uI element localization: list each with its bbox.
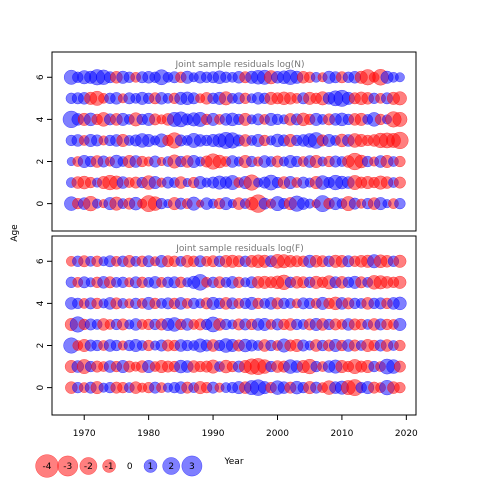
residual-bubble bbox=[393, 254, 407, 268]
legend-label: -4 bbox=[43, 462, 52, 472]
y-axis-logf: 0 2 4 6 bbox=[36, 258, 52, 390]
legend-label: -3 bbox=[63, 462, 72, 472]
legend-bubble bbox=[143, 459, 158, 473]
bubbles-logn bbox=[62, 69, 409, 213]
panel-frame-logf bbox=[51, 235, 417, 416]
legend-label: 1 bbox=[148, 462, 154, 472]
y-tick-label: 2 bbox=[36, 159, 46, 165]
residual-bubble bbox=[393, 360, 406, 373]
legend-bubble bbox=[181, 455, 203, 477]
legend-label: 2 bbox=[168, 462, 174, 472]
panel-title-logf: Joint sample residuals log(F) bbox=[175, 244, 303, 254]
residual-bubble bbox=[393, 275, 407, 289]
residual-bubble bbox=[394, 197, 406, 210]
y-tick-label: 0 bbox=[36, 384, 46, 390]
x-axis: 1970 1980 1990 2000 2010 2020 bbox=[73, 415, 418, 439]
residual-bubble bbox=[393, 176, 406, 189]
residual-bubble bbox=[394, 155, 406, 168]
residual-bubble bbox=[391, 131, 409, 150]
bubbles-logf bbox=[63, 254, 407, 397]
panel-title-logn: Joint sample residuals log(N) bbox=[174, 60, 304, 70]
residual-bubble bbox=[392, 91, 407, 106]
x-tick-label: 1980 bbox=[137, 429, 160, 439]
legend-label: 3 bbox=[189, 462, 195, 472]
residual-bubble bbox=[393, 296, 407, 311]
residual-bubble bbox=[394, 381, 406, 394]
legend-label: -2 bbox=[84, 462, 93, 472]
y-axis-logn: 0 2 4 6 bbox=[36, 74, 52, 206]
size-legend: -4 -3 -2 -1 0 1 2 3 bbox=[35, 454, 203, 478]
panel-frame-logn bbox=[51, 51, 417, 232]
x-tick-label: 2010 bbox=[330, 429, 353, 439]
x-tick-label: 1990 bbox=[202, 429, 225, 439]
residual-bubble bbox=[393, 317, 407, 331]
x-tick-label: 2000 bbox=[266, 429, 289, 439]
x-tick-label: 1970 bbox=[73, 429, 96, 439]
y-axis-title: Age bbox=[10, 224, 20, 242]
y-tick-label: 0 bbox=[36, 200, 46, 206]
residual-bubble bbox=[392, 111, 408, 127]
legend-bubble bbox=[57, 455, 79, 477]
residual-bubble bbox=[394, 72, 405, 83]
y-tick-label: 6 bbox=[36, 74, 46, 80]
y-tick-label: 2 bbox=[36, 343, 46, 349]
x-tick-label: 2020 bbox=[395, 429, 418, 439]
residual-bubble bbox=[394, 339, 406, 352]
y-tick-label: 4 bbox=[36, 116, 46, 122]
y-tick-label: 4 bbox=[36, 300, 46, 306]
legend-bubble bbox=[162, 457, 180, 475]
legend-label: -1 bbox=[105, 462, 114, 472]
y-tick-label: 6 bbox=[36, 258, 46, 264]
legend-bubble bbox=[79, 457, 98, 475]
legend-label: 0 bbox=[127, 462, 133, 472]
x-axis-title: Year bbox=[223, 457, 243, 467]
legend-bubble bbox=[102, 459, 116, 473]
